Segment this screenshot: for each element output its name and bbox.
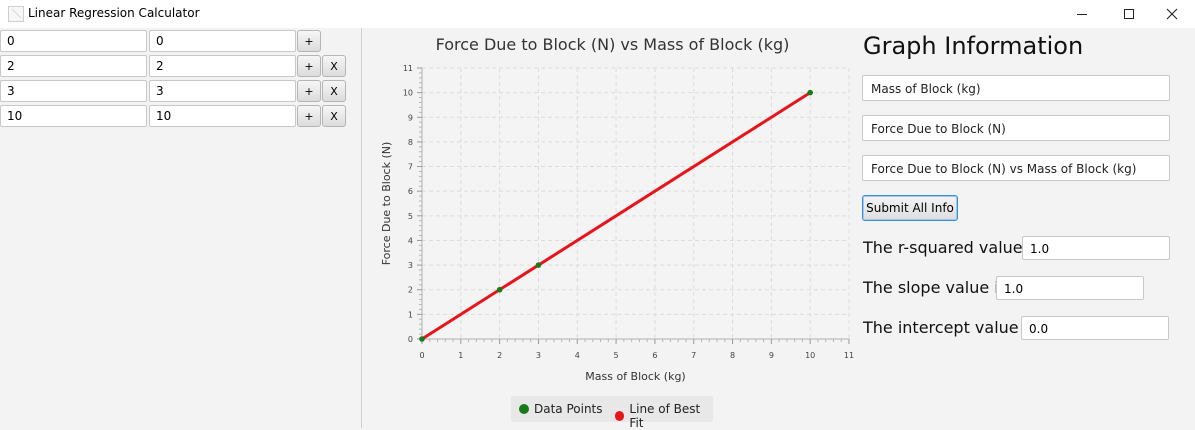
remove-row-button[interactable]: X [322, 105, 346, 127]
x-tick-label: 8 [730, 351, 735, 360]
r-squared-value[interactable]: 1.0 [1022, 236, 1170, 260]
slope-label: The slope value is: [863, 278, 1013, 297]
x-tick-label: 11 [844, 351, 854, 360]
x-value-input[interactable]: 0 [0, 30, 147, 52]
data-point [535, 262, 542, 268]
y-tick-label: 3 [408, 261, 413, 270]
legend-item-best-fit: Line of Best Fit [615, 402, 713, 430]
maximize-icon[interactable] [1106, 0, 1152, 28]
graph-info-heading: Graph Information [863, 32, 1084, 60]
x-tick-label: 1 [458, 351, 463, 360]
y-tick-label: 5 [408, 212, 413, 221]
x-tick-label: 0 [419, 351, 424, 360]
legend-item-data-points: Data Points [519, 402, 603, 416]
x-value-input[interactable]: 2 [0, 55, 147, 77]
y-tick-label: 8 [408, 138, 413, 147]
y-tick-label: 0 [408, 335, 413, 344]
window-titlebar: Linear Regression Calculator [0, 0, 1195, 28]
y-value-input[interactable]: 3 [149, 80, 296, 102]
chart-title: Force Due to Block (N) vs Mass of Block … [435, 35, 790, 54]
y-tick-label: 10 [403, 89, 413, 98]
x-tick-label: 10 [805, 351, 815, 360]
remove-row-button[interactable]: X [322, 55, 346, 77]
y-tick-label: 4 [408, 236, 413, 245]
app-icon [8, 6, 24, 22]
add-row-button[interactable]: + [297, 55, 321, 77]
intercept-label: The intercept value is: [863, 318, 1042, 337]
y-tick-label: 2 [408, 286, 413, 295]
legend-label: Line of Best Fit [629, 402, 701, 430]
y-tick-label: 1 [408, 310, 413, 319]
best-fit-line [421, 91, 811, 341]
x-axis-label-input[interactable]: Mass of Block (kg) [862, 75, 1170, 101]
regression-chart: 0 1 2 3 4 5 6 7 8 9 10 11 0 1 2 3 4 5 6 7 8 9 10 11 Mass of Bloc… [380, 64, 854, 383]
x-tick-label: 3 [536, 351, 541, 360]
red-dot-icon [615, 411, 625, 421]
green-dot-icon [519, 404, 529, 414]
add-row-button[interactable]: + [297, 105, 321, 127]
y-axis-label: Force Due to Block (N) [380, 142, 393, 266]
intercept-value[interactable]: 0.0 [1021, 316, 1169, 340]
y-value-input[interactable]: 2 [149, 55, 296, 77]
data-point [807, 89, 813, 96]
x-tick-label: 5 [614, 351, 619, 360]
slope-value[interactable]: 1.0 [996, 276, 1144, 300]
x-tick-label: 9 [769, 351, 774, 360]
remove-row-button[interactable]: X [322, 80, 346, 102]
y-tick-label: 9 [408, 113, 413, 122]
minimize-icon[interactable] [1059, 0, 1105, 28]
x-axis-label: Mass of Block (kg) [585, 370, 685, 383]
y-value-input[interactable]: 0 [149, 30, 296, 52]
y-value-input[interactable]: 10 [149, 105, 296, 127]
x-tick-label: 2 [497, 351, 502, 360]
submit-all-info-button[interactable]: Submit All Info [862, 195, 958, 221]
y-tick-label: 6 [408, 187, 413, 196]
y-tick-label: 7 [408, 163, 413, 172]
data-entry-panel: 0 0 + 2 2 + X 3 3 + X 10 10 + X [0, 28, 362, 428]
add-row-button[interactable]: + [297, 80, 321, 102]
x-value-input[interactable]: 3 [0, 80, 147, 102]
legend-label: Data Points [534, 402, 603, 416]
data-point [496, 286, 503, 293]
y-axis-label-input[interactable]: Force Due to Block (N) [862, 115, 1170, 141]
x-value-input[interactable]: 10 [0, 105, 147, 127]
chart-title-input[interactable]: Force Due to Block (N) vs Mass of Block … [862, 155, 1170, 181]
data-point [419, 336, 425, 342]
r-squared-label: The r-squared value is: [863, 238, 1046, 257]
add-row-button[interactable]: + [297, 30, 321, 52]
close-icon[interactable] [1149, 0, 1195, 28]
y-tick-label: 11 [403, 64, 413, 73]
x-tick-label: 4 [575, 351, 580, 360]
window-title: Linear Regression Calculator [28, 6, 200, 20]
chart-legend: Data Points Line of Best Fit [511, 396, 713, 430]
x-tick-label: 6 [652, 351, 657, 360]
x-tick-label: 7 [691, 351, 696, 360]
